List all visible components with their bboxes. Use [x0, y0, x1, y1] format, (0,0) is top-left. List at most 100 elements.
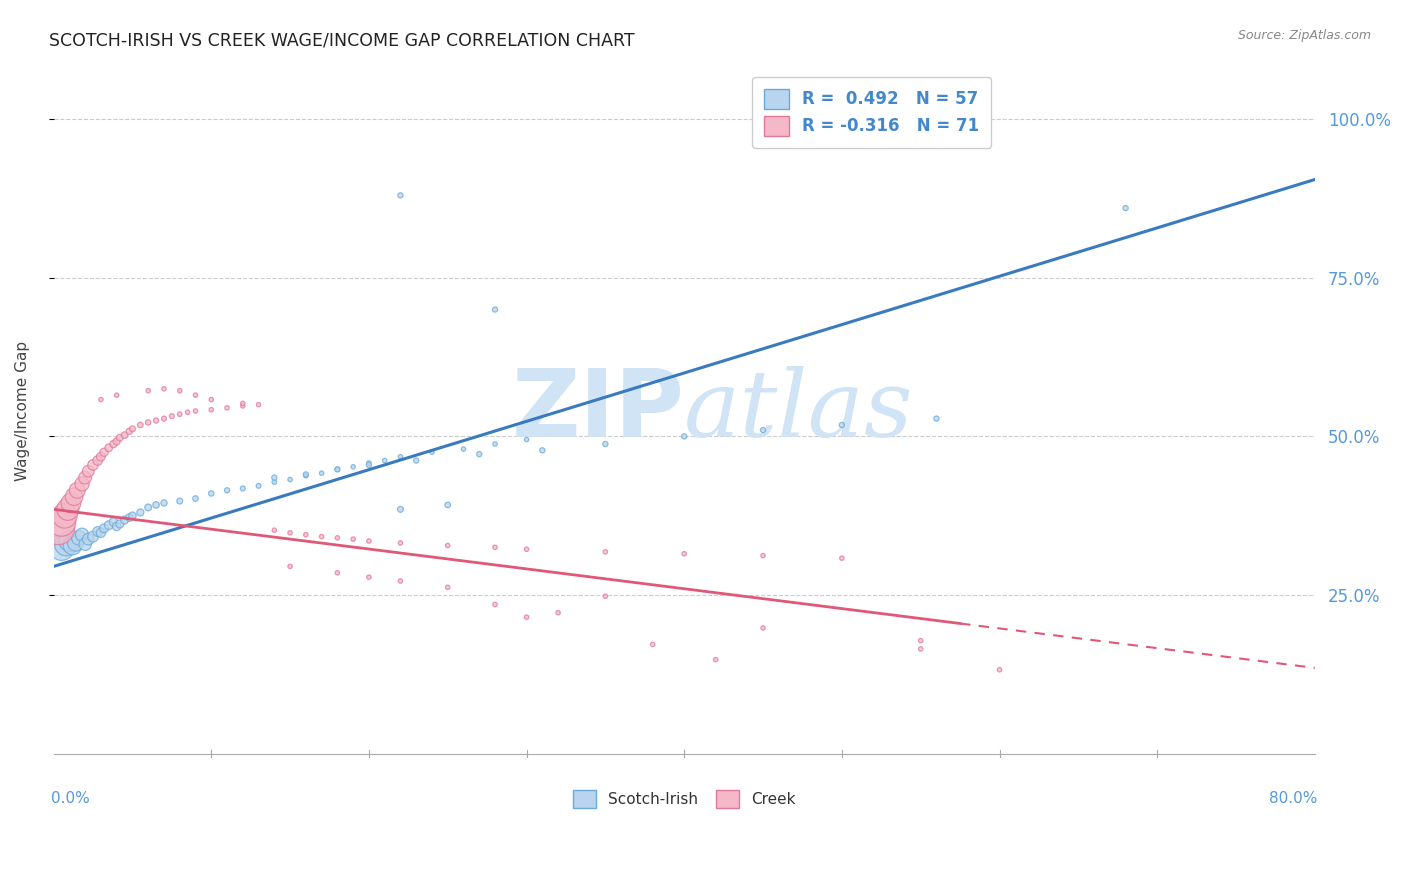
- Point: [326, 566, 349, 580]
- Point: [910, 633, 932, 648]
- Point: [278, 559, 301, 574]
- Point: [200, 392, 222, 407]
- Y-axis label: Wage/Income Gap: Wage/Income Gap: [15, 341, 30, 481]
- Point: [62, 539, 84, 553]
- Point: [200, 402, 222, 417]
- Point: [77, 532, 100, 546]
- Point: [114, 513, 136, 527]
- Point: [215, 401, 238, 415]
- Point: [531, 443, 554, 458]
- Point: [484, 598, 506, 612]
- Text: ZIP: ZIP: [512, 365, 685, 457]
- Point: [153, 411, 176, 425]
- Point: [105, 519, 128, 533]
- Point: [326, 531, 349, 545]
- Point: [108, 516, 131, 531]
- Point: [263, 470, 285, 484]
- Point: [389, 188, 412, 202]
- Point: [70, 527, 93, 541]
- Text: Source: ZipAtlas.com: Source: ZipAtlas.com: [1237, 29, 1371, 42]
- Point: [1115, 201, 1137, 215]
- Point: [357, 534, 380, 549]
- Point: [90, 450, 112, 464]
- Point: [357, 570, 380, 584]
- Point: [389, 536, 412, 550]
- Point: [87, 524, 110, 539]
- Point: [118, 510, 141, 524]
- Point: [484, 541, 506, 555]
- Point: [673, 429, 696, 443]
- Point: [595, 437, 617, 451]
- Point: [436, 580, 458, 594]
- Point: [295, 468, 318, 483]
- Point: [278, 525, 301, 540]
- Point: [436, 539, 458, 553]
- Point: [103, 515, 125, 529]
- Point: [516, 610, 538, 624]
- Point: [311, 466, 333, 480]
- Point: [90, 525, 112, 540]
- Point: [910, 641, 932, 656]
- Point: [82, 458, 104, 472]
- Point: [263, 475, 285, 489]
- Point: [75, 537, 97, 551]
- Point: [184, 404, 207, 418]
- Point: [90, 392, 112, 407]
- Point: [58, 534, 80, 549]
- Point: [105, 388, 128, 402]
- Point: [831, 417, 853, 432]
- Point: [184, 491, 207, 506]
- Point: [311, 530, 333, 544]
- Point: [704, 653, 727, 667]
- Point: [145, 498, 167, 512]
- Point: [342, 532, 364, 546]
- Point: [66, 483, 89, 498]
- Point: [295, 527, 318, 541]
- Point: [232, 396, 254, 410]
- Point: [169, 384, 191, 398]
- Point: [831, 551, 853, 566]
- Point: [184, 388, 207, 402]
- Point: [176, 405, 198, 419]
- Point: [263, 523, 285, 537]
- Point: [93, 521, 115, 535]
- Point: [342, 459, 364, 474]
- Point: [75, 470, 97, 484]
- Point: [105, 434, 128, 449]
- Point: [405, 453, 427, 467]
- Point: [153, 382, 176, 396]
- Point: [752, 423, 775, 437]
- Point: [232, 399, 254, 413]
- Point: [129, 506, 152, 520]
- Text: 0.0%: 0.0%: [51, 791, 90, 806]
- Point: [87, 453, 110, 467]
- Point: [136, 384, 159, 398]
- Point: [247, 398, 270, 412]
- Point: [153, 496, 176, 510]
- Point: [389, 502, 412, 516]
- Point: [389, 574, 412, 588]
- Point: [278, 473, 301, 487]
- Point: [436, 498, 458, 512]
- Point: [232, 482, 254, 496]
- Point: [129, 417, 152, 432]
- Point: [70, 477, 93, 491]
- Point: [595, 545, 617, 559]
- Point: [420, 445, 443, 459]
- Point: [65, 536, 87, 550]
- Point: [160, 409, 183, 423]
- Point: [67, 531, 90, 545]
- Point: [200, 486, 222, 500]
- Point: [82, 530, 104, 544]
- Point: [169, 494, 191, 508]
- Point: [357, 456, 380, 470]
- Point: [145, 413, 167, 427]
- Point: [641, 637, 664, 651]
- Point: [118, 425, 141, 439]
- Text: SCOTCH-IRISH VS CREEK WAGE/INCOME GAP CORRELATION CHART: SCOTCH-IRISH VS CREEK WAGE/INCOME GAP CO…: [49, 31, 636, 49]
- Point: [121, 508, 143, 523]
- Point: [51, 541, 73, 555]
- Point: [108, 431, 131, 445]
- Point: [326, 462, 349, 476]
- Point: [121, 422, 143, 436]
